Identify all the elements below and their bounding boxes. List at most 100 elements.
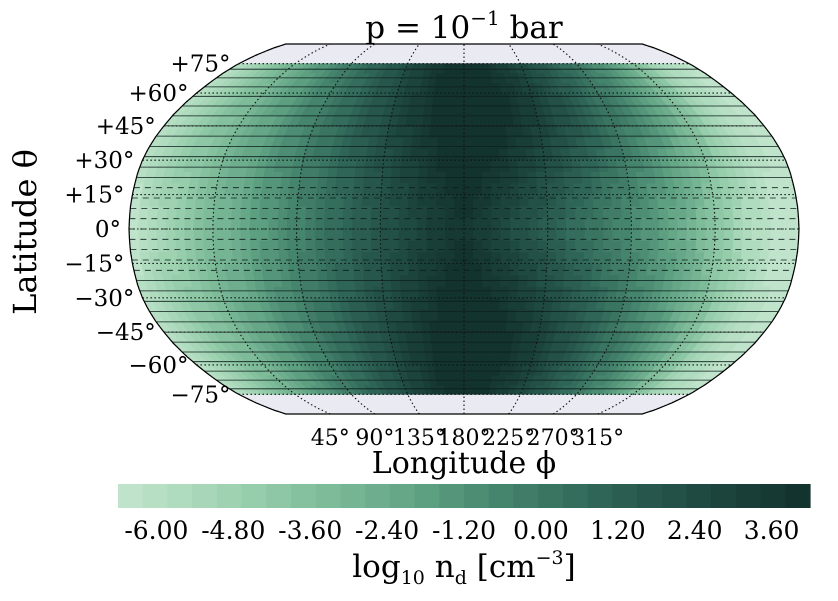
heatmap-cell-964 [389,240,400,253]
colorbar-tick-label: 0.00 [513,516,569,545]
heatmap-cell-1150 [779,217,791,230]
heatmap-cell-1117 [472,217,483,230]
heatmap-cell-1255 [417,194,428,207]
heatmap-cell-1612 [393,137,405,149]
heatmap-cell-1328 [426,182,437,195]
heatmap-cell-1686 [412,125,423,138]
heatmap-cell-1342 [555,182,566,195]
heatmap-cell-890 [371,251,382,264]
heatmap-cell-1250 [371,194,382,207]
heatmap-cell-1104 [351,217,363,230]
heatmap-cell-1221 [769,205,781,218]
heatmap-cell-180 [463,364,472,376]
heatmap-cell-1039 [417,228,428,241]
heatmap-cell-1552 [498,148,510,161]
heatmap-cell-1025 [286,228,298,241]
heatmap-cell-1021 [249,228,260,241]
heatmap-cell-1011 [156,228,167,241]
heatmap-cell-1190 [482,205,493,218]
heatmap-cell-1135 [640,217,651,230]
heatmap-cell-1111 [417,217,428,230]
heatmap-cell-1067 [677,228,688,241]
heatmap-cell-1622 [480,137,491,149]
heatmap-cell-1758 [413,114,424,127]
heatmap-cell-883 [306,251,317,264]
heatmap-cell-1126 [556,217,567,230]
heatmap-cell-1336 [500,182,511,195]
heatmap-cell-1050 [519,228,530,241]
heatmap-cell-1181 [398,205,409,218]
heatmap-cell-826 [445,263,456,276]
heatmap-cell-968 [426,240,437,253]
heatmap-cell-847 [637,263,649,276]
heatmap-cell-956 [314,240,326,253]
heatmap-cell-1219 [750,205,762,218]
heatmap-cell-907 [528,251,539,264]
heatmap-cell-984 [574,240,586,253]
heatmap-cell-1688 [429,125,440,138]
heatmap-cell-471 [488,320,499,333]
heatmap-cell-1223 [787,205,799,218]
heatmap-cell-1202 [593,205,604,218]
heatmap-cell-997 [695,240,706,253]
heatmap-cell-1169 [287,205,298,218]
y-tick-label: −60° [128,353,188,379]
heatmap-cell-1015 [193,228,205,241]
heatmap-cell-941 [175,240,187,253]
heatmap-cell-974 [482,240,493,253]
heatmap-cell-1319 [343,182,355,195]
heatmap-cell-1550 [481,148,492,161]
heatmap-cell-807 [270,263,282,276]
colorbar-tick-label: 3.60 [744,516,800,545]
heatmap-cell-1544 [427,148,439,161]
heatmap-cell-1322 [371,182,383,195]
y-tick-label: +60° [128,81,188,107]
colorbar-swatch [167,484,193,508]
heatmap-cell-1087 [193,217,205,230]
heatmap-cell-1056 [575,228,586,241]
heatmap-cell-1099 [305,217,316,230]
heatmap-cell-900 [463,251,474,264]
heatmap-cell-1145 [733,217,744,230]
heatmap-cell-1282 [666,194,678,207]
heatmap-cell-917 [620,251,632,264]
heatmap-cell-1976 [433,82,444,94]
heatmap-cell-953 [287,240,298,253]
heatmap-cell-869 [176,251,188,264]
heatmap-cell-970 [445,240,456,253]
heatmap-cell-1107 [379,217,391,230]
heatmap-cell-1484 [535,159,546,172]
heatmap-cell-1137 [658,217,670,230]
heatmap-cell-870 [185,251,198,264]
heatmap-cell-1285 [693,194,706,207]
heatmap-cell-905 [509,251,520,264]
heatmap-cell-1053 [547,228,558,241]
heatmap-cell-1251 [380,194,391,207]
heatmap-cell-1312 [279,182,291,195]
heatmap-cell-1761 [438,114,449,127]
x-tick-label: 135° [393,426,446,451]
heatmap-cell-1090 [221,217,233,230]
colorbar-swatch [216,484,243,508]
x-tick-label: 45° [311,426,350,451]
heatmap-cell-960 [352,240,363,253]
heatmap-cell-1054 [556,228,567,241]
heatmap-cell-1207 [639,205,651,218]
heatmap-cell-538 [446,308,456,322]
heatmap-cell-533 [402,308,413,322]
heatmap-cell-896 [426,251,437,264]
heatmap-cell-1059 [603,228,614,241]
heatmap-cell-940 [166,240,178,253]
heatmap-cell-886 [333,251,345,264]
heatmap-cell-816 [353,263,364,276]
heatmap-cell-1553 [507,148,518,161]
heatmap-cell-1041 [435,228,446,241]
heatmap-cell-1228 [167,194,179,207]
heatmap-cell-1052 [537,228,549,241]
heatmap-cell-1096 [277,217,288,230]
heatmap-cell-1086 [184,217,195,230]
heatmap-cell-1229 [176,194,188,207]
heatmap-cell-885 [324,251,336,264]
heatmap-cell-1162 [222,205,233,218]
heatmap-cell-1142 [705,217,716,230]
